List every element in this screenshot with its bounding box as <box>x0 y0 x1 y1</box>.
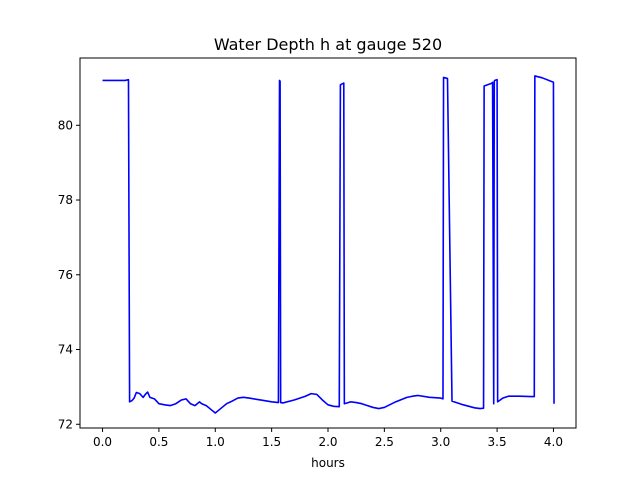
x-tick-label: 4.0 <box>544 435 563 449</box>
x-tick-label: 0.5 <box>149 435 168 449</box>
chart-title: Water Depth h at gauge 520 <box>214 35 442 54</box>
series-line-0 <box>102 75 555 414</box>
x-tick-label: 2.5 <box>375 435 394 449</box>
y-tick-label: 72 <box>58 417 73 431</box>
y-tick-label: 80 <box>58 118 73 132</box>
y-tick-label: 76 <box>58 268 73 282</box>
y-tick-label: 74 <box>58 343 73 357</box>
x-tick-label: 2.0 <box>318 435 337 449</box>
series-layer <box>102 75 555 414</box>
x-axis-ticks: 0.0 0.5 1.0 1.5 2.0 2.5 3.0 3.5 4.0 <box>93 428 563 449</box>
plot-area-background <box>80 58 576 428</box>
x-tick-label: 3.5 <box>488 435 507 449</box>
y-tick-label: 78 <box>58 193 73 207</box>
x-axis-label: hours <box>311 456 345 470</box>
x-tick-label: 1.5 <box>262 435 281 449</box>
x-tick-label: 0.0 <box>93 435 112 449</box>
x-tick-label: 3.0 <box>431 435 450 449</box>
x-tick-label: 1.0 <box>206 435 225 449</box>
y-axis-ticks: 72 74 76 78 80 <box>58 118 80 431</box>
